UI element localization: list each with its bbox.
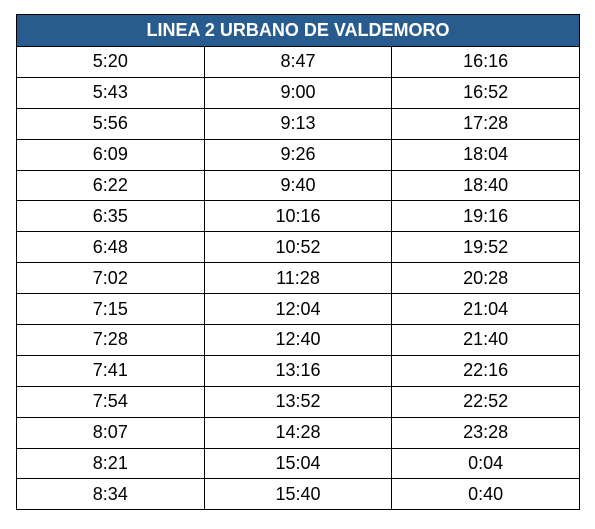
time-cell: 6:22: [16, 169, 205, 202]
time-cell: 9:13: [203, 107, 393, 140]
time-cell: 9:26: [203, 138, 393, 171]
time-cell: 15:04: [203, 447, 393, 480]
time-cell: 15:40: [203, 478, 393, 511]
time-cell: 7:02: [16, 262, 205, 295]
time-cell: 0:40: [391, 478, 580, 511]
table-body: 5:20 8:47 16:16 5:43 9:00 16:52 5:56 9:13 17:28 6…: [16, 46, 580, 511]
time-cell: 19:52: [391, 231, 580, 264]
table-row: 6:35 10:16 19:16: [16, 200, 580, 233]
table-row: 5:43 9:00 16:52: [16, 76, 580, 109]
time-cell: 22:52: [391, 385, 580, 418]
time-cell: 9:00: [203, 76, 393, 109]
time-cell: 7:28: [16, 324, 205, 356]
table-row: 5:20 8:47 16:16: [16, 46, 580, 78]
table-row: 7:28 12:40 21:40: [16, 324, 580, 356]
time-cell: 8:07: [16, 416, 205, 449]
time-cell: 0:04: [391, 447, 580, 480]
table-row: 6:09 9:26 18:04: [16, 138, 580, 171]
table-row: 6:22 9:40 18:40: [16, 169, 580, 202]
timetable: LINEA 2 URBANO DE VALDEMORO 5:20 8:47 16:1…: [16, 14, 580, 511]
time-cell: 9:40: [203, 169, 393, 202]
table-row: 7:54 13:52 22:52: [16, 385, 580, 418]
time-cell: 13:16: [203, 354, 393, 387]
time-cell: 5:20: [16, 46, 205, 78]
time-cell: 8:34: [16, 478, 205, 511]
time-cell: 5:43: [16, 76, 205, 109]
time-cell: 13:52: [203, 385, 393, 418]
table-row: 7:15 12:04 21:04: [16, 293, 580, 326]
table-row: 7:41 13:16 22:16: [16, 354, 580, 387]
time-cell: 7:54: [16, 385, 205, 418]
time-cell: 22:16: [391, 354, 580, 387]
time-cell: 8:47: [203, 46, 393, 78]
table-title: LINEA 2 URBANO DE VALDEMORO: [16, 14, 580, 47]
time-cell: 21:04: [391, 293, 580, 326]
time-cell: 19:16: [391, 200, 580, 233]
time-cell: 6:35: [16, 200, 205, 233]
time-cell: 12:04: [203, 293, 393, 326]
time-cell: 20:28: [391, 262, 580, 295]
time-cell: 10:16: [203, 200, 393, 233]
table-row: 8:21 15:04 0:04: [16, 447, 580, 480]
table-row: 8:07 14:28 23:28: [16, 416, 580, 449]
time-cell: 6:48: [16, 231, 205, 264]
time-cell: 21:40: [391, 324, 580, 356]
time-cell: 12:40: [203, 324, 393, 356]
time-cell: 14:28: [203, 416, 393, 449]
time-cell: 23:28: [391, 416, 580, 449]
table-row: 8:34 15:40 0:40: [16, 478, 580, 511]
time-cell: 8:21: [16, 447, 205, 480]
time-cell: 17:28: [391, 107, 580, 140]
header-row: LINEA 2 URBANO DE VALDEMORO: [16, 14, 580, 47]
time-cell: 16:52: [391, 76, 580, 109]
time-cell: 7:15: [16, 293, 205, 326]
table-row: 6:48 10:52 19:52: [16, 231, 580, 264]
time-cell: 18:40: [391, 169, 580, 202]
time-cell: 16:16: [391, 46, 580, 78]
time-cell: 5:56: [16, 107, 205, 140]
table-row: 7:02 11:28 20:28: [16, 262, 580, 295]
time-cell: 11:28: [203, 262, 393, 295]
time-cell: 18:04: [391, 138, 580, 171]
time-cell: 6:09: [16, 138, 205, 171]
time-cell: 10:52: [203, 231, 393, 264]
table-row: 5:56 9:13 17:28: [16, 107, 580, 140]
time-cell: 7:41: [16, 354, 205, 387]
